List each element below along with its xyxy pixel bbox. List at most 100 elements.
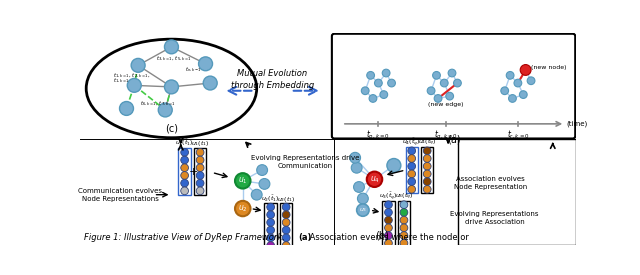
Text: Evolving Representations drive
Communication: Evolving Representations drive Communica… [251,155,359,169]
Text: $t_{p,k=0}$: $t_{p,k=0}$ [367,128,390,142]
Circle shape [380,91,388,98]
Circle shape [400,232,408,239]
Circle shape [267,226,275,234]
Text: (a): (a) [447,135,461,145]
Circle shape [196,179,204,187]
Text: (time): (time) [566,121,588,127]
Text: (b): (b) [375,231,389,241]
Circle shape [400,224,408,232]
Circle shape [428,87,435,95]
Circle shape [235,173,250,189]
Circle shape [423,178,431,185]
Circle shape [509,95,516,102]
Text: $t_{1,k=1},\,t_{2,k=1},$: $t_{1,k=1},\,t_{2,k=1},$ [113,72,150,80]
Circle shape [408,147,415,155]
Text: Communication evolves
Node Representations: Communication evolves Node Representatio… [78,188,163,202]
Circle shape [282,219,290,226]
Text: $u_1(t_1)$: $u_1(t_1)$ [191,139,209,149]
Circle shape [282,234,290,242]
Circle shape [180,179,189,187]
Circle shape [282,242,290,249]
Circle shape [388,79,396,87]
Circle shape [448,69,456,77]
Circle shape [131,58,145,72]
Circle shape [385,216,392,224]
Text: $u_8(t_q)$: $u_8(t_q)$ [395,191,413,202]
Circle shape [400,216,408,224]
Circle shape [387,158,401,172]
Text: (new edge): (new edge) [428,102,463,107]
Circle shape [408,162,415,170]
Text: $t_{1,k=1}$: $t_{1,k=1}$ [113,77,129,85]
Circle shape [520,65,531,75]
Circle shape [127,78,141,92]
Circle shape [356,204,369,216]
Circle shape [423,185,431,193]
Text: $u_4(t_q)$: $u_4(t_q)$ [418,138,436,148]
Circle shape [196,187,204,195]
Circle shape [257,165,268,175]
Circle shape [180,156,189,164]
Circle shape [353,182,364,192]
Circle shape [423,162,431,170]
Circle shape [180,164,189,172]
Circle shape [382,69,390,77]
Circle shape [385,201,392,208]
Circle shape [423,147,431,155]
Circle shape [259,178,270,189]
Text: Evolving Representations
drive Association: Evolving Representations drive Associati… [451,211,539,225]
Text: $u_2(t_1)$: $u_2(t_1)$ [277,195,296,204]
Circle shape [434,95,442,102]
Circle shape [400,239,408,247]
Circle shape [433,72,440,79]
Circle shape [367,72,374,79]
Text: Association events where the node or: Association events where the node or [307,233,469,242]
Text: $u_2$: $u_2$ [238,203,248,214]
Circle shape [180,148,189,156]
Text: $u_3$: $u_3$ [358,206,367,214]
Circle shape [362,87,369,95]
Circle shape [164,40,179,54]
Circle shape [351,162,362,173]
Circle shape [454,79,461,87]
Circle shape [408,185,415,193]
Circle shape [385,208,392,216]
Circle shape [282,203,290,211]
Circle shape [369,95,377,102]
Circle shape [282,226,290,234]
Circle shape [423,155,431,162]
Text: Mutual Evolution
through Embedding: Mutual Evolution through Embedding [230,69,314,90]
Circle shape [358,193,368,204]
Text: $u_1(\bar{t}_1)$: $u_1(\bar{t}_1)$ [175,138,194,148]
Circle shape [204,76,217,90]
Circle shape [267,234,275,242]
Circle shape [400,201,408,208]
Circle shape [385,232,392,239]
Circle shape [527,77,535,85]
Circle shape [349,152,360,163]
Text: (a): (a) [298,233,312,242]
Text: $t_{q,k=0}$: $t_{q,k=0}$ [434,128,458,142]
Circle shape [196,148,204,156]
Circle shape [267,219,275,226]
Circle shape [385,239,392,247]
Text: $u_3(\bar{t}_q)$: $u_3(\bar{t}_q)$ [379,190,397,202]
Text: $t_{n,k-1}$: $t_{n,k-1}$ [184,66,202,74]
Circle shape [440,79,448,87]
Circle shape [408,178,415,185]
Circle shape [180,187,189,195]
Circle shape [267,203,275,211]
Circle shape [267,242,275,249]
Text: (new node): (new node) [531,65,566,70]
Circle shape [423,170,431,178]
Circle shape [164,80,179,94]
Circle shape [446,92,454,100]
Circle shape [252,189,262,200]
Circle shape [120,101,134,115]
Text: $u_4$: $u_4$ [369,174,380,185]
Text: $t_{6,k=1},\,t_{7,k=1}$: $t_{6,k=1},\,t_{7,k=1}$ [140,100,177,108]
Circle shape [506,72,514,79]
Circle shape [514,79,522,87]
Text: $u_1$: $u_1$ [238,176,248,186]
Circle shape [235,201,250,216]
